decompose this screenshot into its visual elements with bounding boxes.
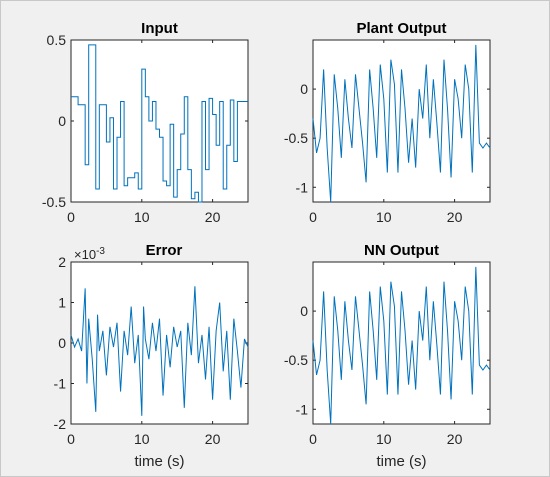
y-tick-label: 0 xyxy=(300,81,308,97)
x-axis-label: time (s) xyxy=(135,453,185,470)
plot-area xyxy=(70,39,249,203)
y-tick-label: -1 xyxy=(296,179,309,195)
y-tick-label: 2 xyxy=(58,254,66,270)
series-line-plant-output xyxy=(312,44,491,203)
x-tick-label: 10 xyxy=(376,431,392,447)
x-axis-label: time (s) xyxy=(377,453,427,470)
subplot-error: Error ×10-3 0 10 20 -2 -1 0 1 2 time (s) xyxy=(54,242,249,470)
x-tick-label: 0 xyxy=(67,431,75,447)
x-tick-label: 20 xyxy=(205,431,221,447)
axis-ticks xyxy=(70,261,248,425)
x-tick-labels: 0 10 20 xyxy=(67,431,220,447)
x-tick-label: 20 xyxy=(447,431,463,447)
y-tick-labels: -1 -0.5 0 xyxy=(284,303,308,417)
subplot-title: NN Output xyxy=(364,242,439,259)
plot-area xyxy=(312,39,491,203)
x-tick-label: 10 xyxy=(376,209,392,225)
y-tick-label: -1 xyxy=(296,401,309,417)
x-tick-label: 0 xyxy=(309,431,317,447)
x-tick-labels: 0 10 20 xyxy=(309,431,462,447)
series-line-nn-output xyxy=(312,266,491,425)
x-tick-label: 0 xyxy=(309,209,317,225)
subplot-title: Input xyxy=(141,20,178,37)
series-line-input xyxy=(71,44,248,203)
x-tick-labels: 0 10 20 xyxy=(309,209,462,225)
x-tick-label: 10 xyxy=(134,209,150,225)
y-exponent-label: ×10-3 xyxy=(74,246,105,262)
y-tick-label: -0.5 xyxy=(284,352,308,368)
y-tick-label: 0.5 xyxy=(47,32,67,48)
y-tick-labels: -2 -1 0 1 2 xyxy=(54,254,67,432)
y-tick-labels: -1 -0.5 0 xyxy=(284,81,308,195)
y-tick-label: 0 xyxy=(58,113,66,129)
subplot-plant-output: Plant Output 0 10 20 -1 -0.5 0 xyxy=(284,20,491,225)
subplot-input: Input 0 10 20 -0.5 0 0.5 xyxy=(42,20,249,225)
x-tick-label: 0 xyxy=(67,209,75,225)
y-tick-label: -1 xyxy=(54,376,67,392)
y-tick-label: -0.5 xyxy=(284,130,308,146)
y-tick-label: 0 xyxy=(300,303,308,319)
x-tick-label: 20 xyxy=(205,209,221,225)
subplot-nn-output: NN Output 0 10 20 -1 -0.5 0 time (s) xyxy=(284,242,491,470)
axis-ticks xyxy=(70,39,248,203)
subplot-title: Error xyxy=(146,242,183,259)
plot-area xyxy=(312,261,491,425)
x-tick-label: 10 xyxy=(134,431,150,447)
y-tick-label: -2 xyxy=(54,416,67,432)
y-tick-label: 0 xyxy=(58,335,66,351)
subplot-title: Plant Output xyxy=(357,20,447,37)
y-tick-label: -0.5 xyxy=(42,194,66,210)
x-tick-labels: 0 10 20 xyxy=(67,209,220,225)
y-tick-label: 1 xyxy=(58,295,66,311)
series-line-error xyxy=(70,286,249,416)
x-tick-label: 20 xyxy=(447,209,463,225)
y-tick-labels: -0.5 0 0.5 xyxy=(42,32,66,210)
